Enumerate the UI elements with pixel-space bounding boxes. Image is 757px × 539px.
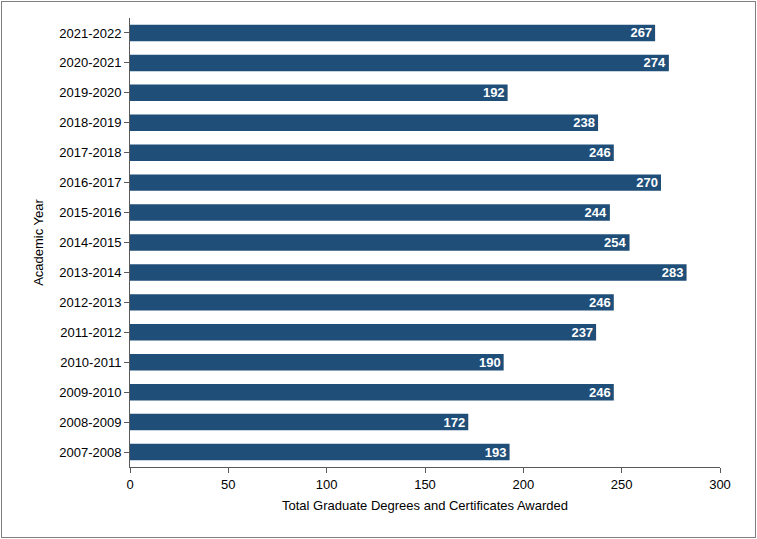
svg-text:237: 237 xyxy=(571,325,593,340)
svg-text:2017-2018: 2017-2018 xyxy=(59,145,121,160)
svg-text:238: 238 xyxy=(573,115,595,130)
svg-text:2016-2017: 2016-2017 xyxy=(59,175,121,190)
svg-text:244: 244 xyxy=(584,205,606,220)
svg-text:2021-2022: 2021-2022 xyxy=(59,26,121,41)
svg-text:2018-2019: 2018-2019 xyxy=(59,115,121,130)
svg-text:2009-2010: 2009-2010 xyxy=(59,385,121,400)
svg-text:2015-2016: 2015-2016 xyxy=(59,205,121,220)
svg-text:267: 267 xyxy=(630,25,652,40)
svg-text:50: 50 xyxy=(221,477,235,492)
svg-text:2007-2008: 2007-2008 xyxy=(59,445,121,460)
svg-text:2019-2020: 2019-2020 xyxy=(59,85,121,100)
svg-text:2010-2011: 2010-2011 xyxy=(60,355,121,370)
svg-text:Academic Year: Academic Year xyxy=(31,198,46,285)
svg-text:2013-2014: 2013-2014 xyxy=(59,265,121,280)
svg-text:246: 246 xyxy=(589,295,611,310)
svg-text:2014-2015: 2014-2015 xyxy=(59,235,121,250)
svg-text:0: 0 xyxy=(126,477,133,492)
svg-text:2011-2012: 2011-2012 xyxy=(60,325,121,340)
svg-text:300: 300 xyxy=(709,477,731,492)
svg-text:283: 283 xyxy=(662,265,684,280)
svg-text:Total Graduate Degrees and Cer: Total Graduate Degrees and Certificates … xyxy=(282,498,568,513)
svg-text:2008-2009: 2008-2009 xyxy=(59,415,121,430)
svg-text:100: 100 xyxy=(316,477,338,492)
svg-text:193: 193 xyxy=(485,445,507,460)
svg-text:190: 190 xyxy=(479,355,501,370)
svg-text:254: 254 xyxy=(604,235,626,250)
svg-text:192: 192 xyxy=(483,85,505,100)
svg-text:246: 246 xyxy=(589,145,611,160)
svg-text:2020-2021: 2020-2021 xyxy=(59,55,121,70)
svg-text:274: 274 xyxy=(643,55,665,70)
svg-text:2012-2013: 2012-2013 xyxy=(59,295,121,310)
svg-text:246: 246 xyxy=(589,385,611,400)
svg-text:150: 150 xyxy=(414,477,436,492)
svg-text:200: 200 xyxy=(512,477,534,492)
svg-text:270: 270 xyxy=(636,175,658,190)
svg-text:250: 250 xyxy=(611,477,633,492)
svg-text:172: 172 xyxy=(444,415,466,430)
